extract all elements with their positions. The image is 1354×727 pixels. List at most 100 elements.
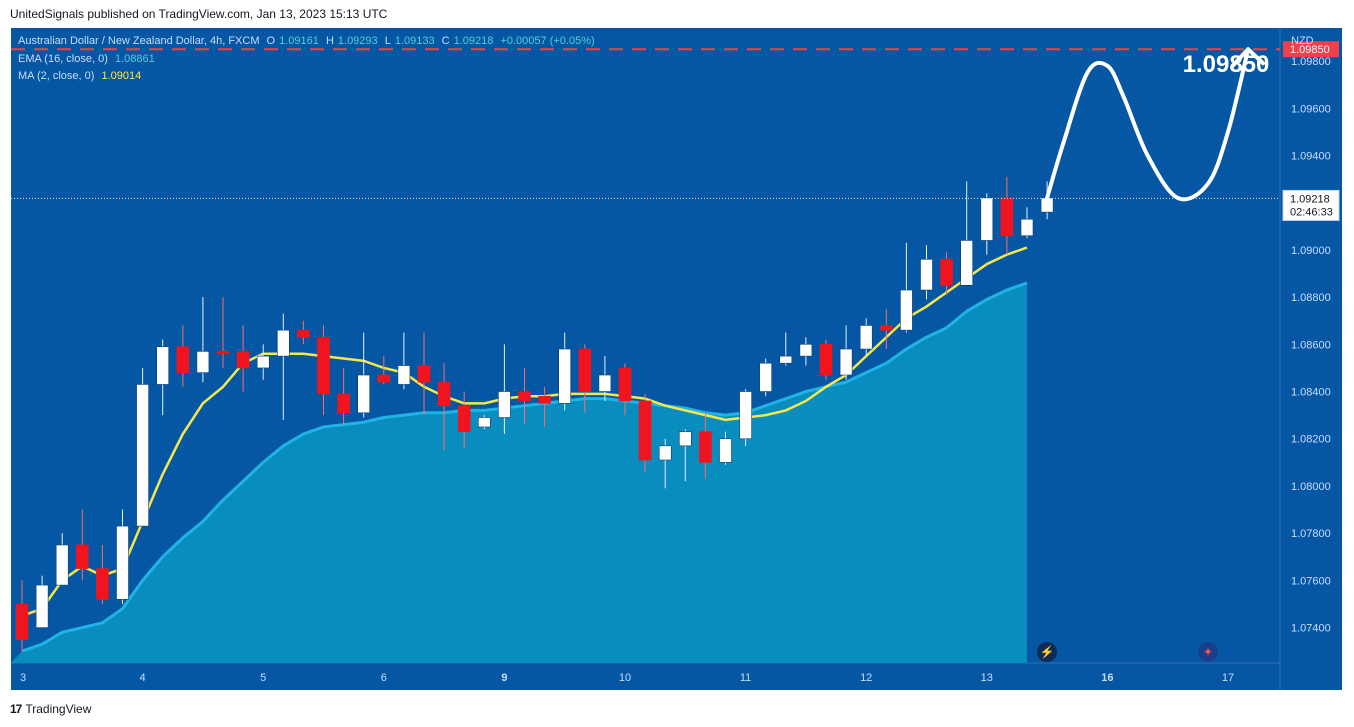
candle-body xyxy=(658,445,672,461)
candle xyxy=(1040,181,1054,220)
footer: 17 TradingView xyxy=(10,702,91,716)
time-tick-label: 16 xyxy=(1101,672,1113,684)
candle xyxy=(1020,207,1034,239)
candle-body xyxy=(678,431,692,447)
time-tick-label: 17 xyxy=(1222,672,1234,684)
candle xyxy=(980,193,994,255)
candle xyxy=(558,332,572,411)
candle-body xyxy=(719,438,732,463)
candle xyxy=(276,313,290,420)
time-tick-label: 4 xyxy=(140,672,146,684)
candle xyxy=(678,429,692,482)
candle xyxy=(518,367,531,425)
candle xyxy=(1000,176,1014,255)
candle xyxy=(859,318,873,357)
candle-body xyxy=(759,362,773,392)
legend-high: 1.09293 xyxy=(337,35,378,47)
candle-body xyxy=(357,374,371,414)
candle xyxy=(618,363,632,416)
legend-close: 1.09218 xyxy=(453,35,494,47)
candle xyxy=(96,544,109,604)
candle xyxy=(116,509,129,604)
price-tick-label: 1.09600 xyxy=(1291,103,1331,115)
candle-body xyxy=(940,259,953,286)
candle xyxy=(920,245,933,300)
time-axis: 3 4 5 6 9 10 11 12 13 16 17 xyxy=(20,672,1234,684)
price-tick-label: 1.09000 xyxy=(1291,245,1331,257)
footer-brand[interactable]: TradingView xyxy=(25,702,92,716)
legend-change: +0.00057 (+0.05%) xyxy=(500,35,595,47)
candles xyxy=(15,176,1054,652)
candle xyxy=(960,181,974,286)
candle-body xyxy=(136,384,149,527)
legend-ohlc: Australian Dollar / New Zealand Dollar, … xyxy=(18,35,599,47)
candle-body xyxy=(1020,218,1034,237)
legend-ema[interactable]: EMA (16, close, 0) 1.08861 xyxy=(18,53,159,65)
candle-body xyxy=(558,348,572,404)
candle-body xyxy=(900,289,913,331)
projection-arrow xyxy=(1045,47,1266,202)
price-tick-label: 1.08000 xyxy=(1291,481,1331,493)
candle-body xyxy=(538,395,551,404)
candle xyxy=(76,509,89,581)
candle-body xyxy=(920,259,933,291)
legend-high-label: H xyxy=(325,35,334,47)
legend-low: 1.09133 xyxy=(394,35,435,47)
candle-body xyxy=(518,391,531,402)
target-annotation: 1.09850 xyxy=(1183,51,1270,78)
candle-body xyxy=(317,336,330,395)
candle-body xyxy=(96,568,109,600)
currency-label: NZD xyxy=(1291,35,1314,47)
candle-body xyxy=(35,584,49,628)
candle xyxy=(940,252,953,295)
price-tick-label: 1.07600 xyxy=(1291,575,1331,587)
legend-ema-label: EMA (16, close, 0) xyxy=(18,53,108,65)
candle-body xyxy=(498,391,511,418)
candle xyxy=(176,325,190,387)
candle xyxy=(759,358,773,397)
candle xyxy=(900,242,913,333)
price-tick-label: 1.09800 xyxy=(1291,56,1331,68)
price-tick-label: 1.09400 xyxy=(1291,150,1331,162)
publisher-line: UnitedSignals published on TradingView.c… xyxy=(10,7,388,21)
legend-open-label: O xyxy=(266,35,276,47)
candle-body xyxy=(477,417,491,428)
candle xyxy=(437,363,451,451)
candle-body xyxy=(417,365,431,383)
candle-body xyxy=(397,365,411,385)
candle-body xyxy=(457,405,471,432)
candle xyxy=(498,344,511,435)
candle-body xyxy=(578,348,592,392)
candle-body xyxy=(377,374,391,383)
time-tick-label: 10 xyxy=(619,672,631,684)
candle xyxy=(538,386,551,427)
candle xyxy=(35,575,49,628)
candle-body xyxy=(1000,197,1014,237)
price-axis: 1.07400 1.07600 1.07800 1.08000 1.08200 1.084… xyxy=(1282,41,1340,635)
candle-body xyxy=(960,240,974,286)
candle-body xyxy=(839,348,853,376)
candle xyxy=(297,320,310,345)
projection-curve xyxy=(1045,47,1251,202)
candle xyxy=(719,431,732,465)
legend-open: 1.09161 xyxy=(279,35,319,47)
candle-body xyxy=(437,381,451,406)
candle-body xyxy=(819,344,833,376)
candle xyxy=(477,415,491,430)
lightning-icon[interactable]: ⚡ xyxy=(1037,642,1057,662)
australia-flag-icon[interactable]: ✦ xyxy=(1198,642,1218,662)
candle xyxy=(658,438,672,489)
candle-body xyxy=(156,346,169,385)
candle xyxy=(236,325,250,392)
candle-body xyxy=(297,329,310,338)
legend-close-label: C xyxy=(441,35,450,47)
candle xyxy=(839,325,853,380)
legend-ma-value: 1.09014 xyxy=(101,70,142,82)
tradingview-logo-icon: 17 xyxy=(10,702,22,716)
candle-body xyxy=(699,431,712,463)
price-tick-label: 1.08800 xyxy=(1291,292,1331,304)
time-tick-label: 9 xyxy=(501,672,507,684)
legend-ma[interactable]: MA (2, close, 0) 1.09014 xyxy=(18,70,145,82)
candle-body xyxy=(15,603,29,640)
